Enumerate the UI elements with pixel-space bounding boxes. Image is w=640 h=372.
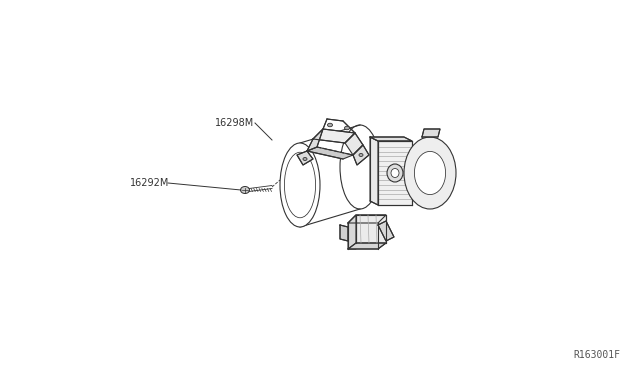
Ellipse shape (241, 186, 250, 193)
Ellipse shape (303, 157, 307, 160)
Polygon shape (378, 141, 412, 205)
Polygon shape (370, 137, 378, 205)
Polygon shape (297, 151, 313, 165)
Ellipse shape (280, 143, 320, 227)
Ellipse shape (387, 164, 403, 182)
Polygon shape (345, 133, 363, 155)
Polygon shape (307, 129, 323, 151)
Polygon shape (422, 129, 440, 137)
Text: R163001F: R163001F (573, 350, 620, 360)
Polygon shape (340, 225, 348, 241)
Ellipse shape (344, 126, 349, 130)
Polygon shape (348, 215, 386, 223)
Polygon shape (378, 221, 394, 241)
Ellipse shape (340, 125, 380, 209)
Ellipse shape (404, 137, 456, 209)
Polygon shape (370, 137, 412, 141)
Ellipse shape (415, 151, 445, 195)
Polygon shape (412, 147, 430, 199)
Polygon shape (307, 147, 353, 159)
Polygon shape (353, 145, 369, 165)
Text: 16298M: 16298M (215, 118, 254, 128)
Ellipse shape (328, 123, 333, 127)
Polygon shape (356, 215, 386, 243)
Ellipse shape (391, 169, 399, 177)
Ellipse shape (284, 152, 316, 218)
Polygon shape (313, 129, 355, 143)
Ellipse shape (359, 154, 363, 157)
Text: 16292M: 16292M (130, 178, 170, 188)
Polygon shape (348, 215, 356, 249)
Polygon shape (348, 243, 386, 249)
